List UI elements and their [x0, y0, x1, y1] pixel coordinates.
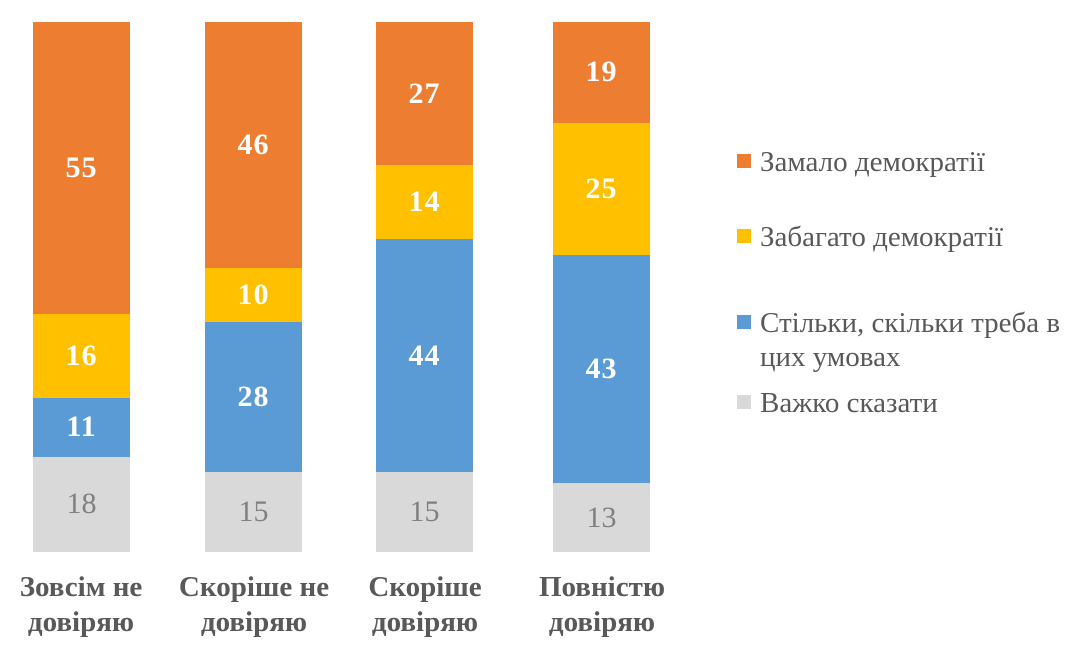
bar-segment: 16 [33, 313, 130, 399]
segment-value-label: 44 [408, 338, 441, 372]
legend-label: Замало демократії [760, 146, 985, 178]
legend-label: Стільки, скільки треба в цих умовах [760, 307, 1061, 373]
segment-value-label: 18 [66, 487, 97, 521]
bar-segment: 25 [553, 122, 650, 256]
segment-value-label: 11 [66, 410, 97, 444]
bar-segment: 44 [376, 239, 473, 473]
bar-segment: 18 [33, 456, 130, 552]
bar-segment: 15 [376, 472, 473, 552]
bar-segment: 43 [553, 255, 650, 484]
bar-segment: 11 [33, 398, 130, 457]
segment-value-label: 28 [237, 379, 270, 413]
bar-category-0: 55 16 11 18 [33, 22, 130, 552]
category-axis-label: Повністю довіряю [538, 571, 666, 638]
legend-item: Важко сказати [737, 386, 938, 420]
bar-segment: 46 [205, 22, 302, 269]
bar-segment: 13 [553, 483, 650, 552]
bar-segment: 55 [33, 22, 130, 314]
legend-label: Забагато демократії [760, 221, 1004, 253]
segment-value-label: 43 [585, 352, 618, 386]
segment-value-label: 14 [408, 185, 441, 219]
category-axis-label: Скоріше довіряю [368, 571, 482, 638]
segment-value-label: 19 [585, 55, 618, 89]
legend-label: Важко сказати [760, 387, 938, 419]
segment-value-label: 15 [238, 494, 269, 528]
segment-value-label: 16 [65, 338, 98, 372]
legend-item: Забагато демократії [737, 220, 1003, 254]
legend-swatch-icon [737, 395, 751, 409]
bar-segment: 10 [205, 268, 302, 322]
bar-segment: 14 [376, 165, 473, 240]
segment-value-label: 13 [586, 500, 617, 534]
bar-category-3: 19 25 43 13 [553, 22, 650, 552]
bar-segment: 27 [376, 22, 473, 166]
legend-swatch-icon [737, 229, 751, 243]
segment-value-label: 46 [237, 128, 270, 162]
bar-segment: 19 [553, 22, 650, 123]
category-axis-label: Скоріше не довіряю [178, 571, 330, 638]
legend-item: Замало демократії [737, 145, 985, 179]
legend-swatch-icon [737, 154, 751, 168]
legend-swatch-icon [737, 315, 751, 329]
segment-value-label: 55 [65, 150, 98, 184]
segment-value-label: 27 [408, 76, 441, 110]
bar-category-1: 46 10 28 15 [205, 22, 302, 552]
category-axis-label: Зовсім не довіряю [19, 571, 143, 638]
segment-value-label: 15 [409, 495, 440, 529]
bar-category-2: 27 14 44 15 [376, 22, 473, 552]
bar-segment: 28 [205, 321, 302, 472]
bar-segment: 15 [205, 471, 302, 552]
segment-value-label: 25 [585, 171, 618, 205]
segment-value-label: 10 [237, 278, 270, 312]
legend-item: Стільки, скільки треба в цих умовах [737, 306, 1083, 374]
